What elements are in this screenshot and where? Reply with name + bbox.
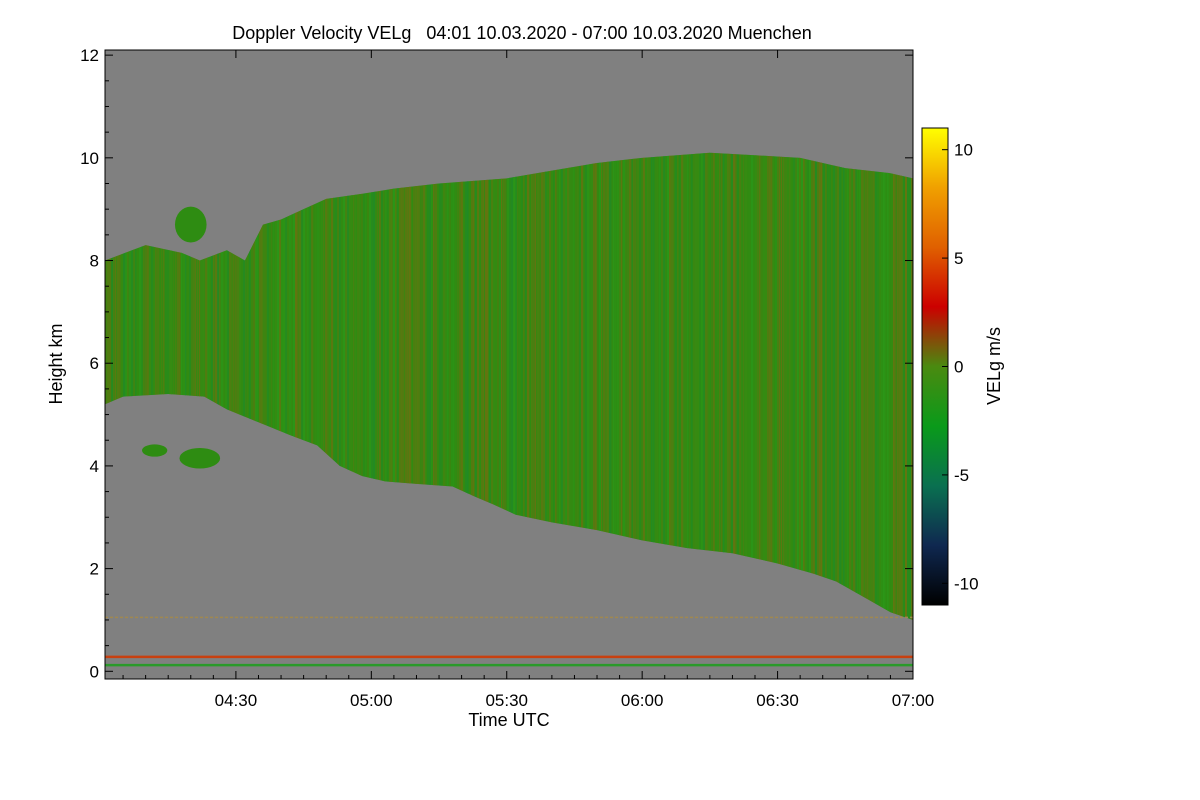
colorbar-tick-label: -5 [954, 466, 969, 485]
colorbar-tick-label: 10 [954, 141, 973, 160]
x-tick-label: 06:30 [756, 691, 799, 710]
x-tick-label: 05:30 [485, 691, 528, 710]
y-axis: 0 2 4 6 8 10 12 [80, 46, 913, 681]
y-tick-label: 2 [90, 560, 99, 579]
y-axis-label: Height km [46, 323, 66, 404]
plot-frame [104, 49, 914, 680]
y-tick-label: 8 [90, 252, 99, 271]
y-tick-label: 10 [80, 149, 99, 168]
colorbar-tick-label: -10 [954, 574, 979, 593]
fall-streaks [105, 152, 913, 620]
x-tick-label: 07:00 [892, 691, 935, 710]
x-axis-label: Time UTC [468, 710, 549, 730]
ice-patch [179, 447, 221, 469]
colorbar-label: VELg m/s [984, 327, 1004, 405]
y-tick-label: 4 [90, 457, 99, 476]
x-axis: 04:30 05:00 05:30 06:00 06:30 07:00 [122, 50, 935, 710]
colorbar-tick-label: 0 [954, 358, 963, 377]
colorbar: 10 5 0 -5 -10 VELg m/s [921, 127, 1004, 606]
chart-title: Doppler Velocity VELg 04:01 10.03.2020 -… [232, 23, 811, 43]
cloud-echo-region [105, 152, 913, 620]
plot-area [105, 50, 913, 679]
x-tick-label: 04:30 [215, 691, 258, 710]
ice-patch [174, 206, 207, 243]
ice-patch [142, 444, 168, 457]
y-tick-label: 12 [80, 46, 99, 65]
colorbar-tick-label: 5 [954, 249, 963, 268]
y-tick-label: 0 [90, 662, 99, 681]
x-tick-label: 06:00 [621, 691, 664, 710]
y-tick-label: 6 [90, 354, 99, 373]
x-tick-label: 05:00 [350, 691, 393, 710]
